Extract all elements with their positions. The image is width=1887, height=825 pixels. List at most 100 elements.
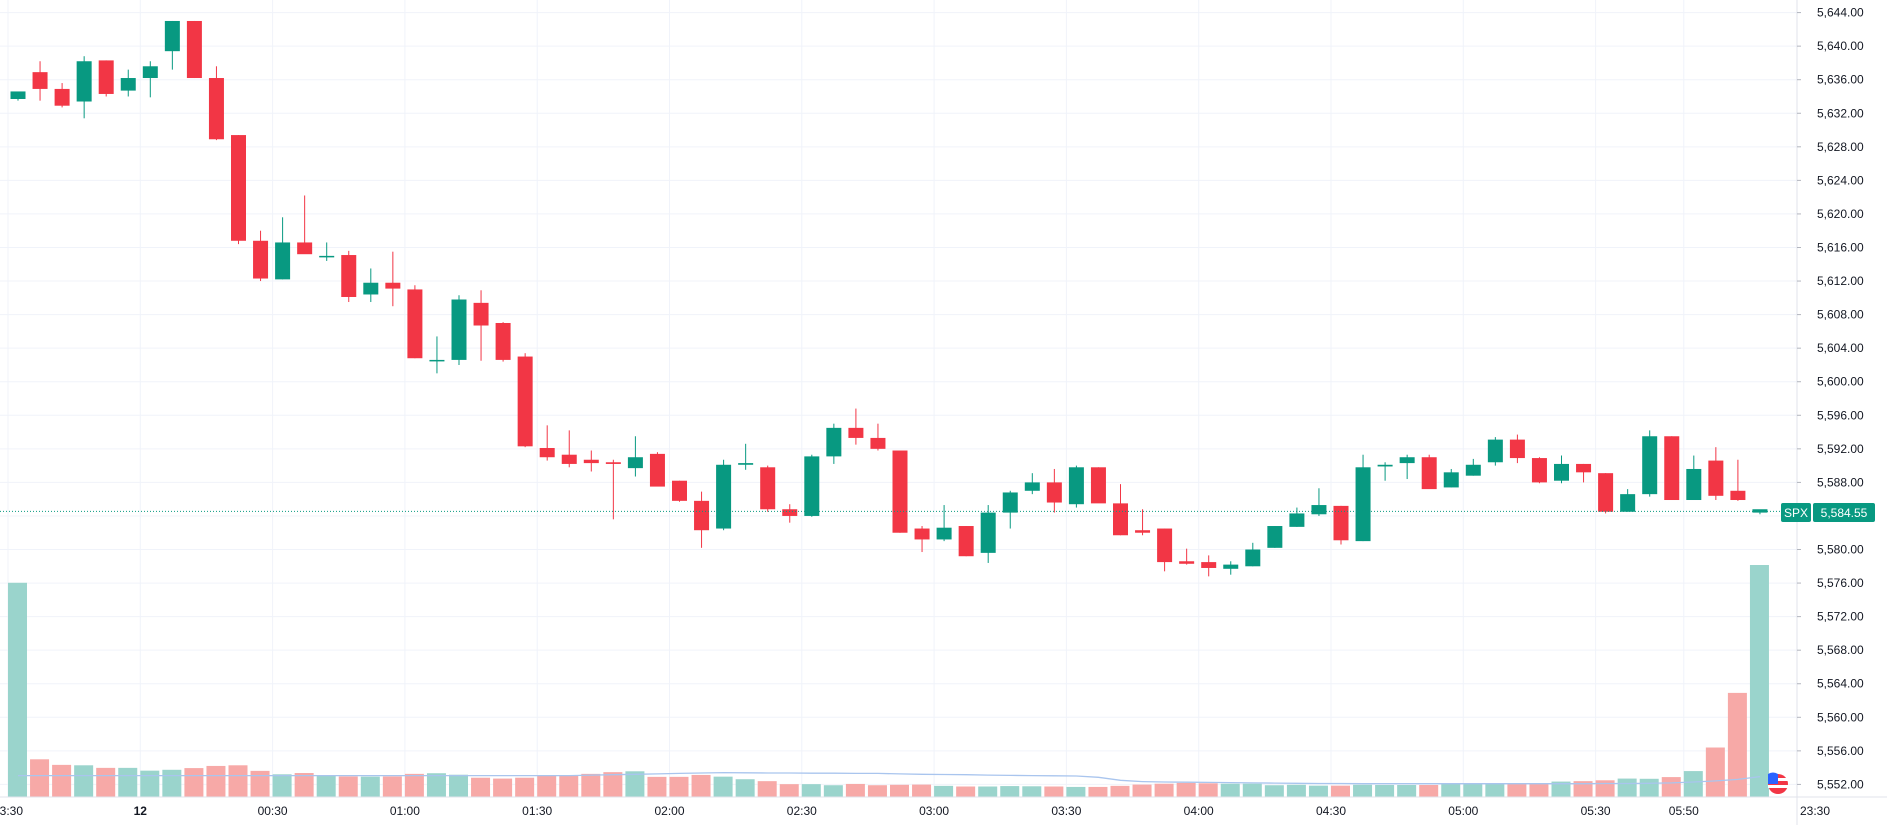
candle — [1664, 436, 1680, 501]
volume-bar — [515, 777, 535, 797]
volume-bar — [316, 775, 336, 797]
y-tick-label: 5,560.00 — [1817, 710, 1864, 724]
volume-bar — [934, 785, 954, 797]
candle-body — [848, 427, 864, 438]
candle-body — [1576, 463, 1592, 473]
volume-bar — [1529, 783, 1549, 797]
y-tick-label: 5,616.00 — [1817, 240, 1864, 254]
y-tick-label: 5,620.00 — [1817, 207, 1864, 221]
volume-bar — [1617, 778, 1637, 797]
candle-body — [1377, 464, 1393, 467]
volume-bar — [338, 776, 358, 797]
y-tick-label: 5,576.00 — [1817, 576, 1864, 590]
y-tick-label: 5,568.00 — [1817, 643, 1864, 657]
candle-body — [231, 135, 246, 241]
candle-body — [1598, 473, 1614, 512]
volume-bar — [956, 786, 976, 797]
candle — [32, 61, 48, 101]
candle-body — [804, 456, 820, 516]
volume-bar — [449, 774, 468, 797]
candle — [539, 425, 555, 461]
volume-bar — [404, 773, 424, 797]
price-badge: SPX 5,584.55 — [1781, 503, 1875, 522]
candle — [253, 230, 269, 282]
candle — [517, 353, 533, 448]
volume-bar — [978, 786, 998, 797]
candle-body — [10, 91, 26, 99]
candle-body — [120, 78, 136, 91]
volume-bar — [382, 776, 402, 797]
volume-bar — [1551, 781, 1571, 797]
volume-bar — [581, 773, 601, 797]
candle — [297, 195, 313, 255]
time-axis[interactable]: 23:30 12 00:30 01:00 01:30 02:00 02:30 03:00 03:… — [0, 796, 1887, 818]
candle-body — [319, 255, 335, 258]
y-tick-label: 5,624.00 — [1817, 173, 1864, 187]
volume-bar — [1220, 783, 1240, 797]
candle — [120, 69, 136, 97]
volume-bar — [493, 778, 513, 797]
candle-body — [253, 240, 269, 279]
candle — [429, 336, 445, 374]
candle — [804, 454, 820, 517]
volume-bar — [118, 767, 138, 797]
x-tick-label: 04:30 — [1316, 804, 1346, 818]
volume-bar — [162, 769, 182, 797]
x-tick-label: 01:30 — [522, 804, 552, 818]
y-tick-label: 5,588.00 — [1817, 475, 1864, 489]
volume-bar — [1661, 777, 1681, 797]
candle-body — [297, 242, 313, 255]
volume-bar — [801, 784, 821, 797]
candle-body — [1509, 439, 1525, 459]
candle-body — [1465, 464, 1481, 476]
candle — [605, 459, 621, 520]
candle — [142, 61, 158, 98]
candle-body — [561, 454, 577, 464]
y-tick-label: 5,552.00 — [1817, 777, 1864, 791]
candle — [694, 491, 710, 548]
x-tick-label: 05:00 — [1448, 804, 1478, 818]
candle — [914, 526, 930, 553]
y-tick-label: 5,580.00 — [1817, 543, 1864, 557]
candle-body — [186, 20, 202, 79]
x-tick-label: 05:50 — [1669, 804, 1699, 818]
candle-body — [473, 302, 489, 326]
candle-body — [539, 447, 555, 458]
candle-body — [826, 427, 842, 457]
candle — [98, 60, 114, 97]
volume-bar — [823, 785, 843, 797]
candle — [1024, 473, 1040, 495]
candle — [1355, 454, 1371, 542]
candle — [1267, 526, 1283, 548]
candle-body — [208, 78, 224, 140]
candle — [1399, 454, 1415, 480]
candle — [186, 20, 202, 79]
volume-bar — [1639, 778, 1659, 797]
candle — [936, 505, 952, 542]
candle-body — [1531, 458, 1547, 483]
candle-body — [1487, 439, 1503, 463]
volume-bar — [537, 775, 557, 797]
us-flag-icon[interactable] — [1768, 772, 1788, 794]
candle-body — [980, 512, 996, 553]
volume-bar — [1286, 784, 1306, 797]
candle — [738, 443, 754, 470]
candle — [1487, 437, 1503, 466]
candle-body — [451, 299, 467, 360]
y-tick-label: 5,632.00 — [1817, 106, 1864, 120]
volume-bar — [867, 785, 887, 797]
candle-body — [914, 528, 930, 540]
candle — [1113, 484, 1128, 536]
candle — [782, 504, 798, 523]
y-tick-label: 5,564.00 — [1817, 677, 1864, 691]
volume-bar — [1198, 783, 1218, 797]
candle-body — [716, 464, 732, 529]
price-axis[interactable]: 5,644.00 5,640.00 5,636.00 5,632.00 5,628.00… — [1796, 0, 1864, 825]
candle — [1443, 468, 1459, 488]
volume-bar — [272, 774, 292, 797]
candle — [1708, 447, 1724, 501]
volume-bar — [360, 776, 380, 797]
candle — [1002, 490, 1018, 529]
x-tick-label: 05:30 — [1581, 804, 1611, 818]
